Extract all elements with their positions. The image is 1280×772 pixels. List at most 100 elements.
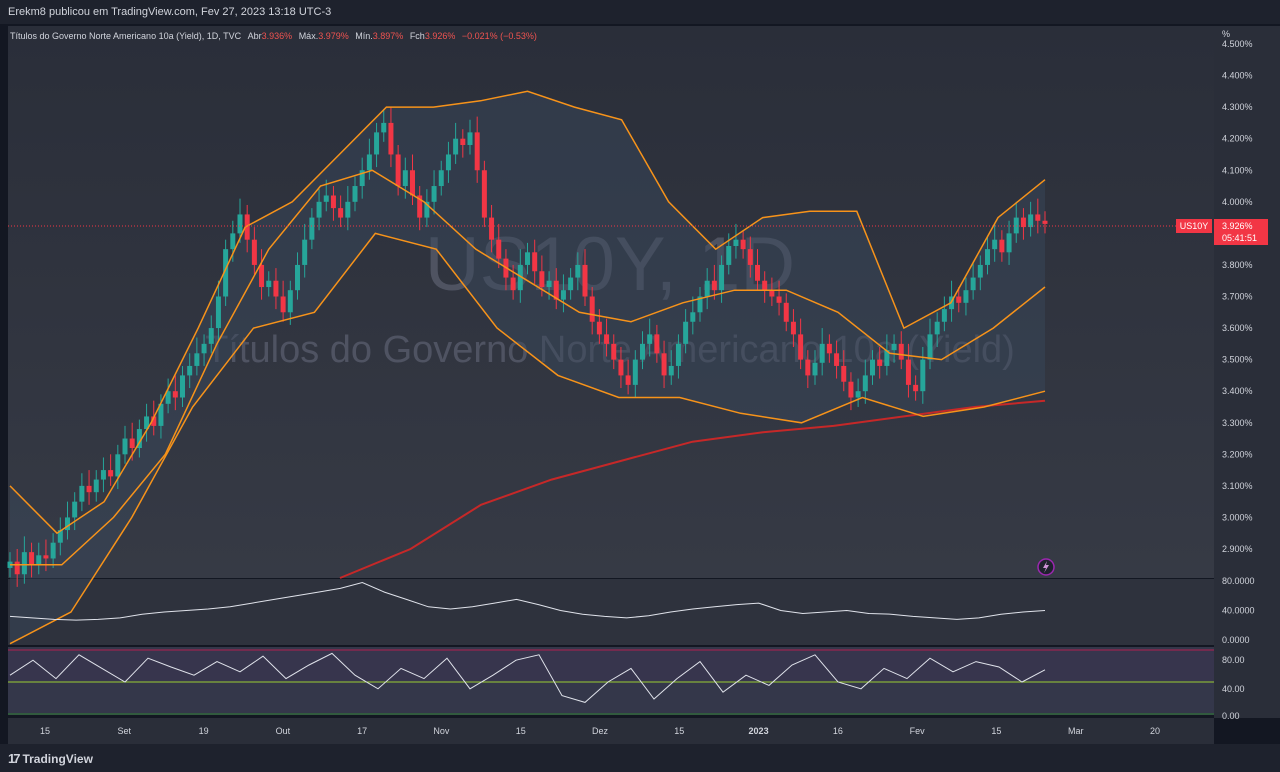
candle-body: [755, 264, 760, 281]
candle-body: [50, 542, 56, 559]
candle-body: [510, 277, 516, 291]
candle-body: [568, 277, 574, 291]
candle-body: [309, 217, 315, 240]
candle-body: [108, 470, 114, 477]
candle-body: [122, 438, 128, 455]
indicator2-path: [9, 652, 1046, 703]
price-tick-label: 3.500%: [1222, 355, 1253, 365]
candle-body: [855, 391, 861, 398]
candle-body: [424, 201, 430, 218]
indicator1-tick-label: 0.0000: [1222, 635, 1250, 645]
candle-body: [999, 239, 1005, 253]
candle-body: [647, 334, 653, 344]
candle-body: [496, 239, 502, 259]
candle-body: [733, 239, 739, 246]
candle-body: [805, 359, 811, 376]
time-tick-label: 17: [357, 726, 367, 736]
candle-body: [72, 501, 78, 518]
price-axis[interactable]: 4.500%4.400%4.300%4.200%4.100%4.000%3.90…: [1222, 39, 1253, 554]
candle-body: [165, 391, 171, 404]
price-badge: US10Y 3.926% 05:41:51: [1176, 219, 1268, 245]
time-tick-label: 15: [40, 726, 50, 736]
time-axis[interactable]: 15 Set 19 Out 17 Nov 15 Dez 15 2023 16 Fev 15 Mar 20: [40, 726, 1160, 736]
candle-body: [877, 359, 883, 366]
candle-body: [992, 239, 998, 250]
legend-close-label: Fch: [409, 31, 425, 41]
candle-body: [1028, 214, 1034, 228]
candle-body: [769, 290, 775, 297]
candle-body: [359, 170, 365, 187]
indicator1-path: [9, 581, 1046, 621]
badge-ticker: US10Y: [1180, 221, 1209, 231]
bollinger-lower: [9, 232, 1046, 645]
time-tick-label: 15: [674, 726, 684, 736]
sma-layer: [339, 399, 1046, 579]
candle-body: [194, 353, 200, 366]
price-tick-label: 4.200%: [1222, 134, 1253, 144]
chart-area[interactable]: US10Y, 1D Títulos do Governo Norte Ameri…: [0, 24, 1280, 744]
price-tick-label: 4.100%: [1222, 165, 1253, 175]
candle-body: [266, 280, 272, 288]
candle-body: [1013, 217, 1019, 234]
candle-body: [445, 154, 451, 171]
candle-body: [517, 264, 523, 291]
indicator1-axis: 80.0000 40.0000 0.0000: [1222, 576, 1255, 645]
candle-body: [374, 132, 380, 155]
candle-body: [352, 186, 358, 202]
candle-body: [532, 252, 538, 272]
lightning-icon[interactable]: [1037, 558, 1055, 576]
candle-body: [388, 122, 394, 155]
candle-body: [366, 154, 372, 171]
candle-body: [345, 201, 351, 218]
price-tick-label: 4.000%: [1222, 197, 1253, 207]
tradingview-logo[interactable]: 17 TradingView: [8, 751, 93, 766]
candle-body: [259, 264, 265, 288]
candle-body: [575, 264, 581, 278]
legend-high-value: 3.979%: [318, 31, 349, 41]
candle-body: [640, 343, 645, 360]
candle-body: [970, 277, 976, 291]
candle-body: [812, 362, 818, 376]
time-tick-label: 19: [199, 726, 209, 736]
candle-body: [891, 343, 897, 351]
candle-body: [65, 517, 70, 531]
time-axis-bg: [8, 718, 1214, 744]
candle-body: [144, 416, 150, 430]
candle-body: [711, 280, 717, 291]
candle-body: [410, 170, 415, 196]
candle-body: [237, 214, 243, 234]
price-tick-label: 4.500%: [1222, 39, 1253, 49]
candle-body: [934, 321, 940, 335]
candle-body: [230, 233, 236, 250]
candle-body: [920, 359, 926, 392]
candle-body: [316, 201, 322, 218]
candle-body: [675, 343, 681, 366]
candle-body: [187, 365, 193, 376]
candle-body: [898, 343, 904, 360]
candle-body: [474, 132, 480, 171]
candle-body: [690, 312, 696, 322]
candle-body: [438, 170, 444, 187]
candle-body: [560, 290, 566, 300]
chart-svg[interactable]: US10Y, 1D Títulos do Governo Norte Ameri…: [0, 24, 1280, 744]
price-tick-label: 3.800%: [1222, 260, 1253, 270]
legend-close-value: 3.926%: [424, 31, 456, 41]
indicator1-pane: [8, 579, 1214, 645]
time-tick-label: Dez: [592, 726, 609, 736]
candle-body: [798, 334, 804, 360]
candle-body: [525, 252, 530, 265]
price-tick-label: 3.100%: [1222, 481, 1253, 491]
price-tick-label: 3.600%: [1222, 323, 1253, 333]
candle-body: [330, 195, 336, 209]
candle-body: [295, 264, 300, 291]
time-tick-label: Nov: [433, 726, 450, 736]
candle-body: [905, 359, 911, 385]
candle-body: [719, 264, 725, 291]
tradingview-icon: 17: [8, 751, 21, 766]
candle-body: [201, 343, 207, 354]
candle-body: [913, 384, 919, 392]
candle-body: [1020, 217, 1026, 228]
candle-body: [251, 239, 257, 265]
candle-body: [151, 416, 157, 426]
indicator2-axis: 80.00 40.00 0.00: [1222, 655, 1245, 721]
